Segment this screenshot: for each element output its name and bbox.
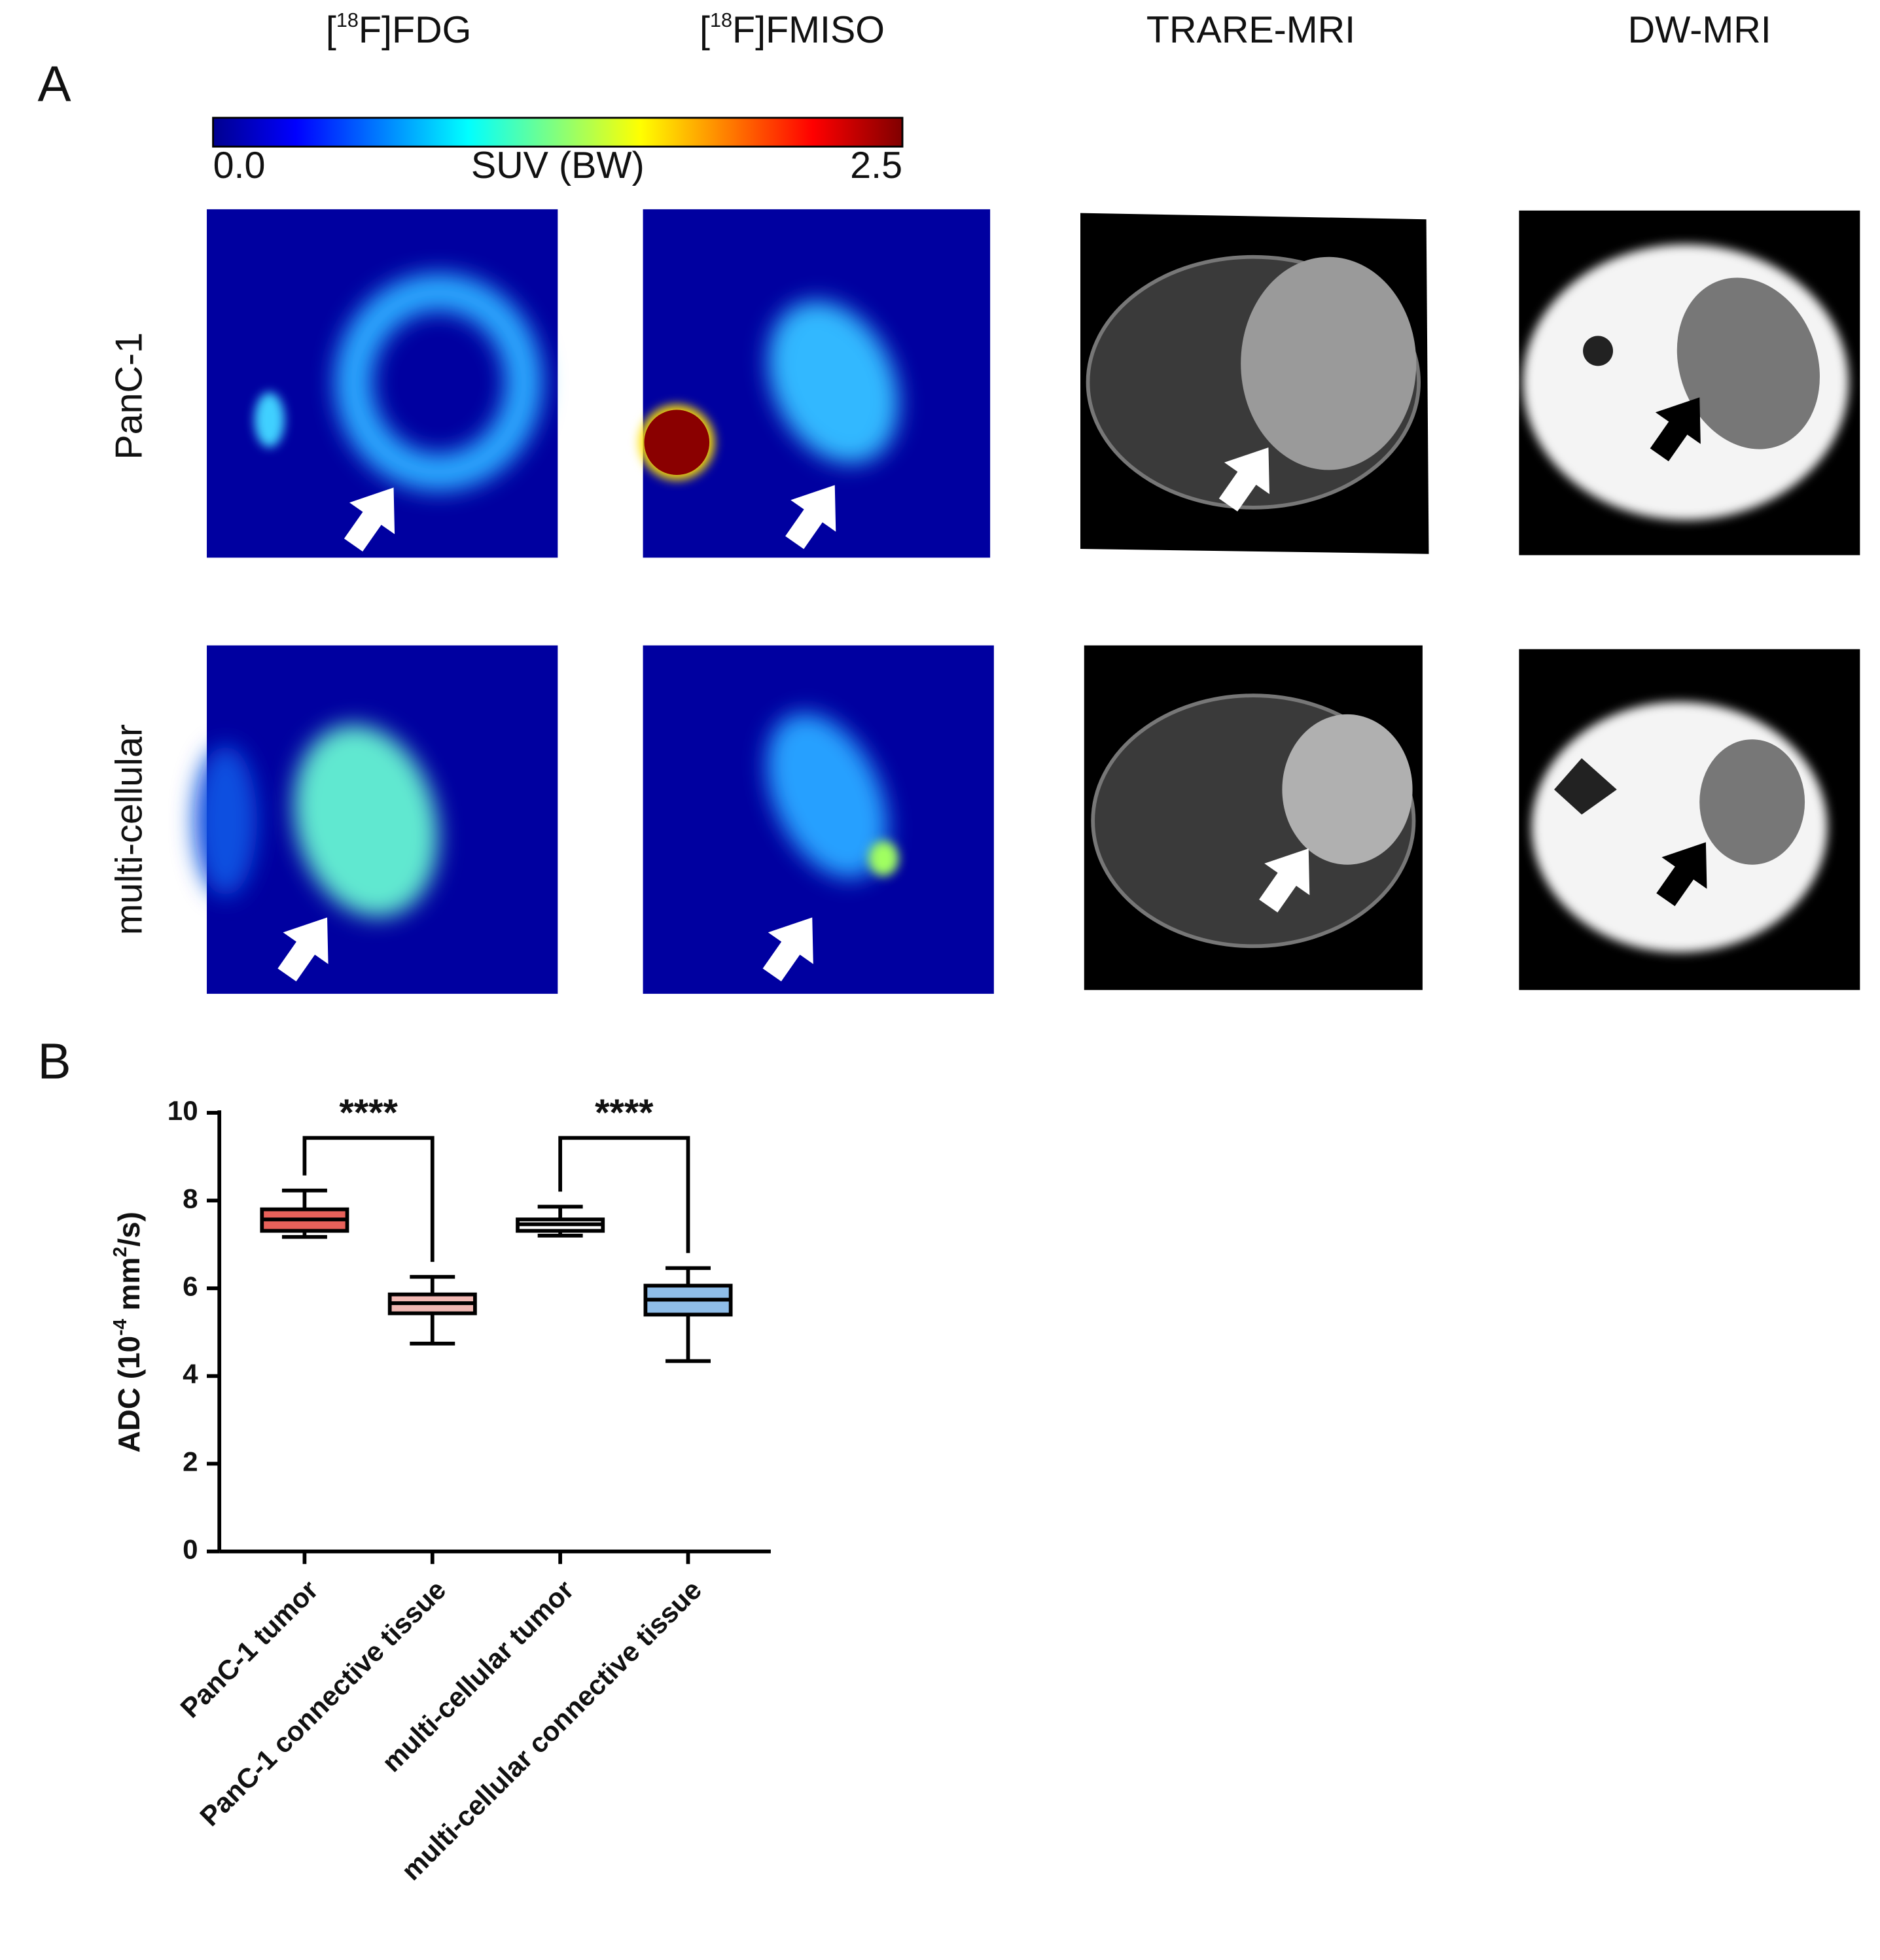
dw-image [1519, 649, 1860, 990]
y-tick-label: 4 [183, 1358, 198, 1389]
y-tick-label: 0 [183, 1534, 198, 1565]
pet-image [207, 209, 558, 561]
text-part: F]FMISO [732, 9, 885, 51]
text-part: TRARE-MRI [1146, 9, 1355, 51]
x-tick-label: PanC-1 connective tissue [194, 1574, 452, 1832]
colorbar-tick-label: 2.5 [850, 145, 902, 186]
significance-bracket [558, 1136, 690, 1253]
pet-image [639, 209, 991, 559]
x-tick-label: PanC-1 tumor [174, 1574, 324, 1724]
y-tick-label: 2 [183, 1446, 198, 1477]
y-tick-label: 8 [183, 1183, 198, 1214]
superscript: -4 [110, 1319, 131, 1336]
significance-label: **** [595, 1092, 654, 1134]
text-part: /s) [112, 1212, 146, 1247]
row-label: PanC-1 [108, 332, 150, 460]
mri-image [1084, 645, 1423, 990]
panel-letter: A [37, 56, 71, 112]
pet-image [194, 645, 558, 994]
panel-letter: B [37, 1034, 71, 1089]
superscript: 18 [710, 9, 732, 31]
significance-label: **** [339, 1092, 398, 1134]
superscript: 18 [336, 9, 359, 31]
mri-image [1080, 213, 1429, 554]
text-part: [ [700, 9, 710, 51]
colorbar-label: SUV (BW) [471, 145, 645, 186]
colorbar [212, 116, 904, 148]
column-header: DW-MRI [1628, 9, 1771, 51]
y-axis-label: ADC (10-4 mm2/s) [110, 1212, 147, 1453]
column-header: TRARE-MRI [1146, 9, 1355, 51]
text-part: ADC (10 [112, 1336, 146, 1453]
y-tick-label: 10 [168, 1095, 198, 1126]
dw-image [1519, 210, 1860, 555]
colorbar-tick-label: 0.0 [213, 145, 266, 186]
superscript: 2 [110, 1247, 131, 1257]
pet-image [643, 645, 994, 994]
column-header: [18F]FMISO [700, 9, 885, 51]
text-part: F]FDG [359, 9, 471, 51]
column-header: [18F]FDG [326, 9, 471, 51]
y-tick-label: 6 [183, 1270, 198, 1301]
text-part: mm [112, 1257, 146, 1320]
significance-bracket [302, 1136, 435, 1262]
text-part: [ [326, 9, 336, 51]
text-part: DW-MRI [1628, 9, 1771, 51]
row-label: multi-cellular [108, 724, 150, 935]
